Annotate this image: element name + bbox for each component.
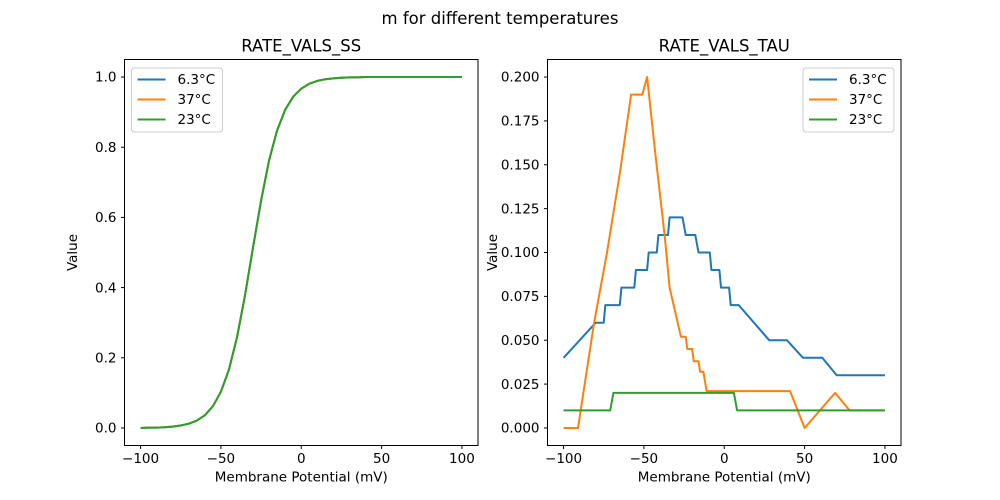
y-axis-label: Value: [485, 234, 501, 271]
x-tick-label: −100: [545, 451, 582, 467]
axes-frame: [124, 59, 479, 446]
y-tick-label: 0.000: [501, 421, 540, 437]
y-tick-label: 0.2: [95, 350, 116, 366]
figure-title: m for different temperatures: [381, 9, 619, 28]
x-axis-label: Membrane Potential (mV): [215, 470, 388, 486]
y-axis-label: Value: [65, 234, 81, 271]
y-tick-label: 0.050: [501, 333, 540, 349]
series-line-23-c: [140, 76, 462, 429]
y-tick-label: 0.150: [501, 157, 540, 173]
y-tick-label: 0.175: [501, 114, 540, 130]
legend-label-37-c: 37°C: [178, 92, 211, 108]
y-tick-label: 0.125: [501, 201, 540, 217]
series-line-6-3-c: [562, 216, 885, 377]
legend-label-6-3-c: 6.3°C: [178, 72, 216, 88]
x-tick-label: −50: [207, 451, 236, 467]
legend-label-23-c: 23°C: [849, 112, 882, 128]
x-axis-label: Membrane Potential (mV): [638, 470, 811, 486]
x-tick-label: 0: [720, 451, 729, 467]
legend-label-23-c: 23°C: [178, 112, 211, 128]
axes-frame: [547, 59, 902, 446]
series-line-23-c: [563, 391, 885, 412]
legend-label-6-3-c: 6.3°C: [849, 72, 887, 88]
y-tick-label: 0.6: [95, 210, 116, 226]
legend-frame: [131, 67, 223, 133]
y-tick-label: 0.075: [501, 289, 540, 305]
axes-title: RATE_VALS_TAU: [659, 37, 790, 57]
chart-rate-vals-ss: −100 −50 0 50 100 0.0 0.2 0.4 0.6 0.8 1.0 RATE_VALS…: [65, 37, 479, 486]
legend: 6.3°C 37°C 23°C: [131, 67, 223, 133]
y-tick-label: 1.0: [95, 70, 116, 86]
legend-frame: [802, 67, 895, 133]
legend-label-37-c: 37°C: [849, 92, 882, 108]
x-tick-label: 50: [796, 451, 813, 467]
y-tick-label: 0.100: [501, 245, 540, 261]
legend: 6.3°C 37°C 23°C: [802, 67, 895, 133]
axes-title: RATE_VALS_SS: [241, 37, 361, 57]
y-tick-label: 0.0: [95, 421, 116, 437]
x-tick-label: 100: [449, 451, 475, 467]
y-tick-label: 0.025: [501, 377, 540, 393]
x-tick-label: 0: [297, 451, 306, 467]
x-tick-label: 50: [373, 451, 390, 467]
y-tick-label: 0.4: [95, 280, 116, 296]
x-tick-label: −50: [630, 451, 659, 467]
series-line-37-c: [563, 76, 885, 429]
y-tick-label: 0.200: [501, 70, 540, 86]
x-tick-label: −100: [122, 451, 159, 467]
x-tick-label: 100: [872, 451, 898, 467]
chart-rate-vals-tau: −100 −50 0 50 100 0.000 0.025 0.050 0.075 0.100 0.…: [485, 37, 902, 486]
y-tick-label: 0.8: [95, 140, 116, 156]
